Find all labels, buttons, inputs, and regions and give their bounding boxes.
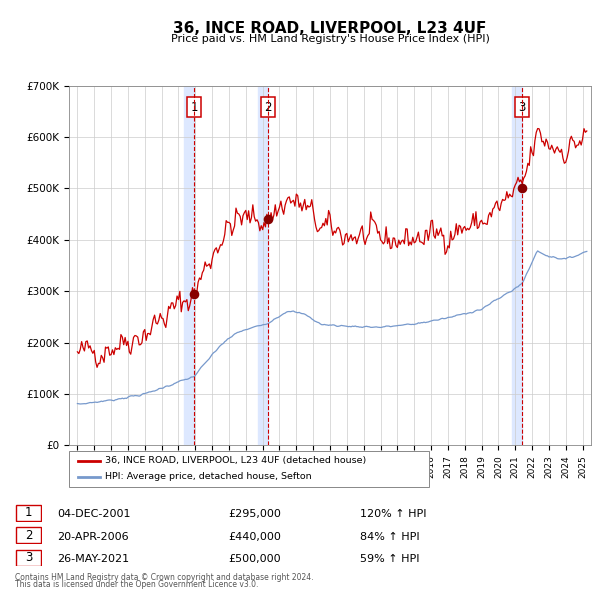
Text: £440,000: £440,000 bbox=[228, 532, 281, 542]
Point bbox=[189, 289, 199, 299]
Bar bbox=[512, 86, 522, 445]
Text: 3: 3 bbox=[25, 551, 32, 564]
Text: Contains HM Land Registry data © Crown copyright and database right 2024.: Contains HM Land Registry data © Crown c… bbox=[15, 573, 314, 582]
Text: 1: 1 bbox=[25, 506, 32, 519]
Point bbox=[263, 215, 272, 224]
Point bbox=[517, 183, 527, 193]
Text: Price paid vs. HM Land Registry's House Price Index (HPI): Price paid vs. HM Land Registry's House … bbox=[170, 34, 490, 44]
FancyBboxPatch shape bbox=[69, 451, 429, 487]
FancyBboxPatch shape bbox=[16, 504, 41, 520]
Bar bbox=[184, 86, 194, 445]
Bar bbox=[257, 86, 268, 445]
Text: £500,000: £500,000 bbox=[228, 555, 281, 564]
Text: £295,000: £295,000 bbox=[228, 510, 281, 519]
Text: This data is licensed under the Open Government Licence v3.0.: This data is licensed under the Open Gov… bbox=[15, 580, 259, 589]
Text: 1: 1 bbox=[190, 101, 197, 114]
Text: 36, INCE ROAD, LIVERPOOL, L23 4UF (detached house): 36, INCE ROAD, LIVERPOOL, L23 4UF (detac… bbox=[105, 457, 366, 466]
Text: 20-APR-2006: 20-APR-2006 bbox=[57, 532, 128, 542]
Text: 59% ↑ HPI: 59% ↑ HPI bbox=[360, 555, 419, 564]
Text: 26-MAY-2021: 26-MAY-2021 bbox=[57, 555, 129, 564]
FancyBboxPatch shape bbox=[16, 527, 41, 543]
Text: 84% ↑ HPI: 84% ↑ HPI bbox=[360, 532, 419, 542]
Text: HPI: Average price, detached house, Sefton: HPI: Average price, detached house, Seft… bbox=[105, 473, 311, 481]
Text: 36, INCE ROAD, LIVERPOOL, L23 4UF: 36, INCE ROAD, LIVERPOOL, L23 4UF bbox=[173, 21, 487, 35]
Text: 2: 2 bbox=[25, 529, 32, 542]
Text: 04-DEC-2001: 04-DEC-2001 bbox=[57, 510, 131, 519]
Text: 2: 2 bbox=[264, 101, 271, 114]
Text: 3: 3 bbox=[518, 101, 526, 114]
FancyBboxPatch shape bbox=[16, 550, 41, 565]
Text: 120% ↑ HPI: 120% ↑ HPI bbox=[360, 510, 427, 519]
